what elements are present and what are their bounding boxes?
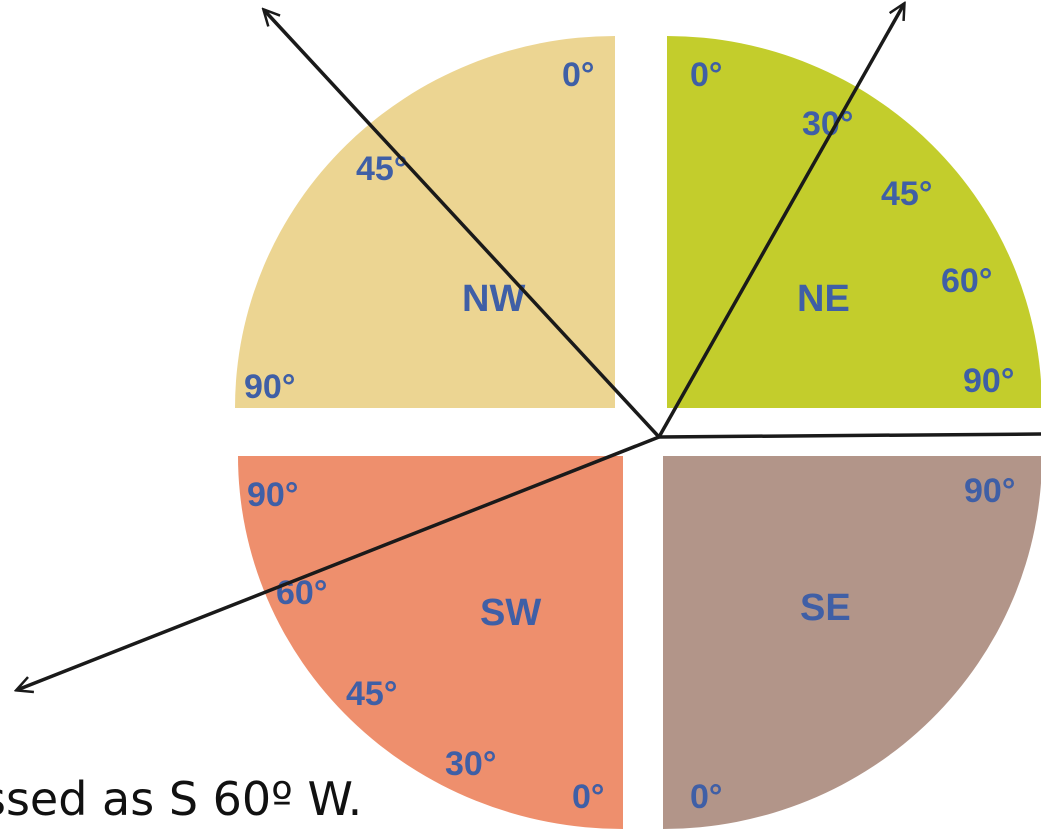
- ne-label-90: 90°: [963, 362, 1014, 400]
- ne-quadrant: [667, 36, 1041, 408]
- ne-label-0: 0°: [690, 56, 723, 94]
- se-label-0: 0°: [690, 778, 723, 816]
- nw-quadrant-name: NW: [462, 278, 525, 320]
- sw-label-45: 45°: [346, 675, 397, 713]
- nw-label-0: 0°: [562, 56, 595, 94]
- sw-label-0: 0°: [572, 778, 605, 816]
- sw-label-90: 90°: [247, 476, 298, 514]
- ne-label-45: 45°: [881, 175, 932, 213]
- se-quadrant: [663, 456, 1041, 829]
- ne-quadrant-name: NE: [797, 278, 850, 320]
- nw-label-90: 90°: [244, 368, 295, 406]
- ne-label-60: 60°: [941, 262, 992, 300]
- east-line: [658, 432, 1041, 439]
- nw-quadrant: [235, 36, 615, 408]
- sw-label-60: 60°: [276, 574, 327, 612]
- nw-bearing-arrow: [264, 10, 661, 439]
- se-label-90: 90°: [964, 472, 1015, 510]
- caption-text: ssed as S 60º W.: [0, 772, 363, 826]
- sw-quadrant: [238, 456, 623, 829]
- sw-label-30: 30°: [445, 745, 496, 783]
- ne-bearing-arrow: [657, 4, 904, 438]
- se-quadrant-name: SE: [800, 587, 851, 629]
- sw-quadrant-name: SW: [480, 592, 541, 634]
- sw-bearing-arrow: [17, 435, 660, 690]
